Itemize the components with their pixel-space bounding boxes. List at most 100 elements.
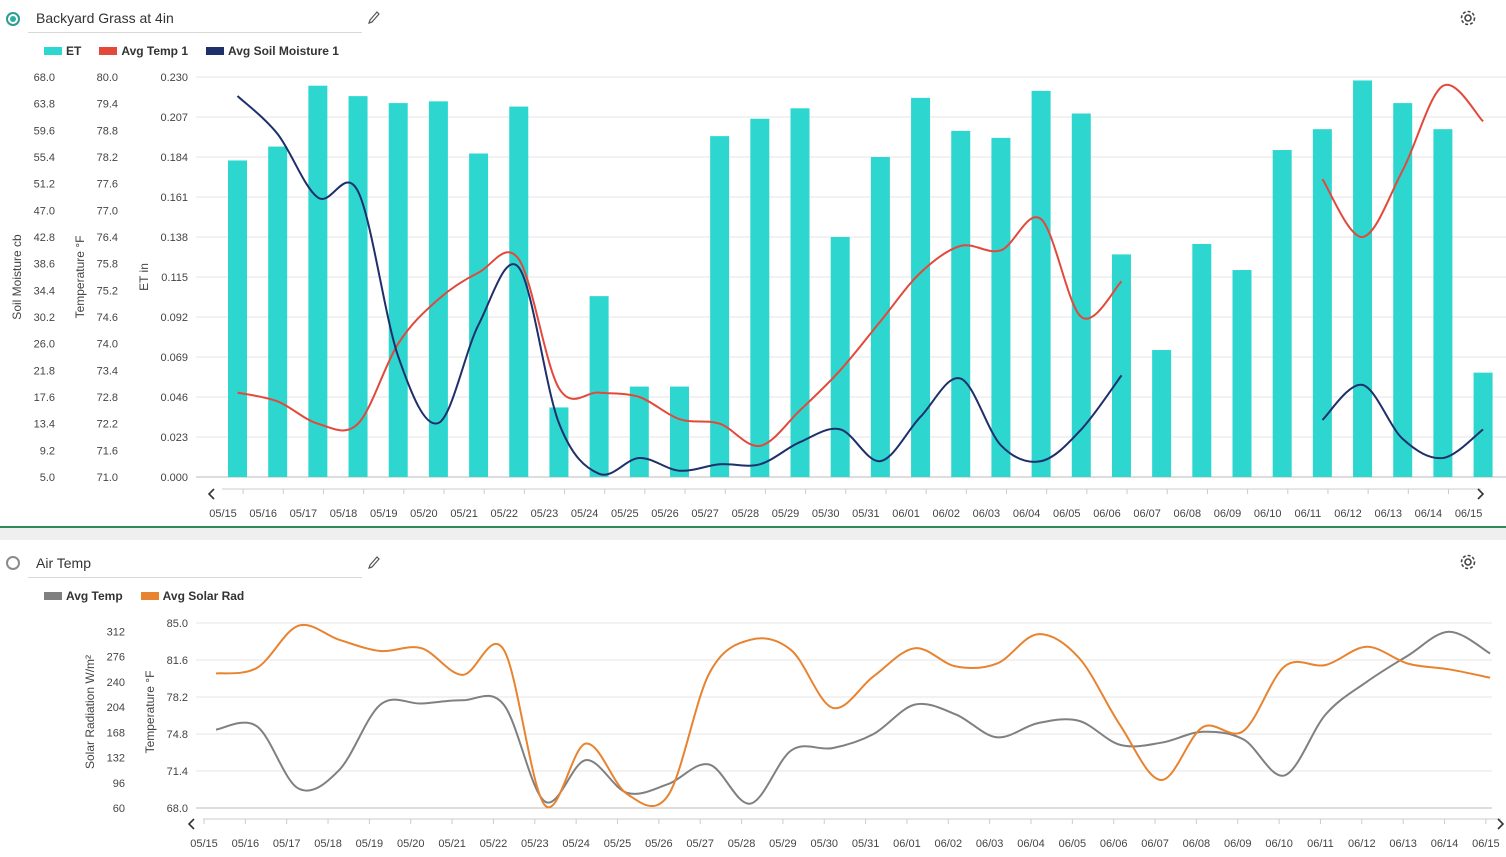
x-tick-label: 05/17 — [290, 508, 318, 520]
y-tick-solar: 132 — [107, 753, 125, 765]
x-tick-label: 05/21 — [450, 508, 478, 520]
x-tick-label: 05/28 — [728, 838, 756, 850]
y-axis-label-temp: Temperature °F — [73, 236, 87, 319]
y-tick-solar: 312 — [107, 626, 125, 638]
x-tick-label: 05/31 — [852, 838, 880, 850]
x-tick-label: 05/25 — [604, 838, 632, 850]
x-tick-label: 05/30 — [812, 508, 840, 520]
y-tick-et: 0.230 — [160, 72, 188, 84]
legend-item-avg-temp[interactable]: Avg Temp — [44, 589, 123, 603]
legend-swatch — [140, 592, 159, 600]
y-tick-et: 0.069 — [160, 352, 188, 364]
legend-item-et[interactable]: ET — [44, 44, 81, 58]
et-bar — [710, 136, 730, 477]
panel-select-radio[interactable] — [6, 12, 20, 26]
y-axis-label-temp: Temperature °F — [143, 671, 157, 754]
et-bar — [870, 157, 890, 477]
x-tick-label: 05/23 — [521, 838, 549, 850]
gear-icon[interactable] — [1458, 552, 1478, 577]
et-bar — [790, 108, 810, 477]
chevron-left-icon — [187, 818, 195, 830]
legend-item-avg-soil-moisture-1[interactable]: Avg Soil Moisture 1 — [206, 44, 339, 58]
x-tick-label: 05/26 — [651, 508, 679, 520]
x-tick-label: 05/20 — [410, 508, 438, 520]
y-tick-soil: 21.8 — [34, 365, 55, 377]
chart-title: Backyard Grass at 4in — [36, 10, 174, 26]
pencil-icon[interactable] — [366, 555, 380, 576]
x-tick-label: 06/01 — [892, 508, 920, 520]
chart-legend: Avg Temp Avg Solar Rad — [44, 589, 244, 603]
x-tick-label: 06/13 — [1374, 508, 1402, 520]
et-bar — [911, 97, 931, 477]
x-tick-label: 06/14 — [1415, 508, 1443, 520]
y-tick-soil: 59.6 — [34, 125, 55, 137]
x-tick-label: 05/19 — [370, 508, 398, 520]
et-bar — [1272, 150, 1292, 478]
x-tick-label: 05/22 — [480, 838, 508, 850]
chart-panel-air-temp: Air Temp Avg Temp Avg Solar Rad 85.0 81.6… — [0, 540, 1506, 857]
legend-swatch — [44, 47, 62, 55]
y-tick-temp: 77.0 — [97, 205, 118, 217]
y-tick-soil: 55.4 — [34, 152, 55, 164]
x-tick-label: 06/04 — [1017, 838, 1045, 850]
y-tick-temp: 74.6 — [97, 312, 118, 324]
panel-select-radio[interactable] — [6, 556, 20, 570]
y-tick-temp: 79.4 — [97, 99, 118, 111]
x-tick-label: 06/14 — [1431, 838, 1459, 850]
y-tick-soil: 42.8 — [34, 232, 55, 244]
y-tick-temp: 74.8 — [167, 729, 188, 741]
et-bar — [308, 85, 328, 478]
x-tick-label: 06/15 — [1455, 508, 1483, 520]
x-tick-label: 05/31 — [852, 508, 880, 520]
y-tick-soil: 38.6 — [34, 259, 55, 271]
legend-item-avg-solar-rad[interactable]: Avg Solar Rad — [140, 589, 244, 603]
y-tick-temp: 72.2 — [97, 419, 118, 431]
x-tick-label: 05/15 — [190, 838, 218, 850]
x-tick-label: 05/28 — [732, 508, 760, 520]
y-tick-solar: 96 — [113, 778, 125, 790]
x-tick-label: 06/15 — [1472, 838, 1500, 850]
x-tick-label: 06/07 — [1141, 838, 1169, 850]
x-tick-label: 06/12 — [1334, 508, 1362, 520]
y-tick-temp: 75.2 — [97, 285, 118, 297]
et-bar — [549, 407, 569, 477]
et-bar — [1312, 129, 1332, 477]
pencil-icon[interactable] — [366, 10, 380, 31]
panel-divider — [0, 528, 1506, 540]
y-tick-solar: 168 — [107, 727, 125, 739]
y-tick-solar: 276 — [107, 652, 125, 664]
legend-swatch — [44, 592, 62, 600]
gear-icon[interactable] — [1458, 8, 1478, 33]
y-tick-temp: 85.0 — [167, 618, 188, 630]
x-tick-label: 05/19 — [356, 838, 384, 850]
et-bar — [750, 118, 770, 477]
y-tick-soil: 26.0 — [34, 339, 55, 351]
legend-label: Avg Temp — [66, 589, 123, 603]
et-bar — [1393, 103, 1413, 477]
et-bar — [669, 386, 689, 477]
et-bar — [509, 106, 529, 477]
et-bar — [589, 296, 609, 477]
legend-item-avg-temp-1[interactable]: Avg Temp 1 — [99, 44, 188, 58]
x-tick-label: 06/10 — [1254, 508, 1282, 520]
avg-temp-1-line — [1321, 83, 1484, 238]
title-underline — [28, 32, 362, 33]
x-tick-label: 05/29 — [772, 508, 800, 520]
et-bar — [991, 137, 1011, 477]
x-tick-label: 05/18 — [314, 838, 342, 850]
et-bar — [1152, 350, 1172, 477]
x-tick-label: 05/15 — [209, 508, 237, 520]
x-tick-label: 06/05 — [1059, 838, 1087, 850]
y-tick-et: 0.000 — [160, 472, 188, 484]
avg-soil-moisture-1-line — [1321, 383, 1484, 460]
y-tick-soil: 30.2 — [34, 312, 55, 324]
x-tick-label: 06/10 — [1265, 838, 1293, 850]
y-tick-soil: 5.0 — [40, 472, 55, 484]
avg-soil-moisture-1-line — [236, 95, 1123, 476]
x-tick-label: 05/23 — [531, 508, 559, 520]
x-tick-label: 06/09 — [1214, 508, 1242, 520]
et-bar — [1473, 372, 1493, 477]
x-tick-label: 05/25 — [611, 508, 639, 520]
y-tick-temp: 77.6 — [97, 179, 118, 191]
et-bar — [1192, 243, 1212, 477]
